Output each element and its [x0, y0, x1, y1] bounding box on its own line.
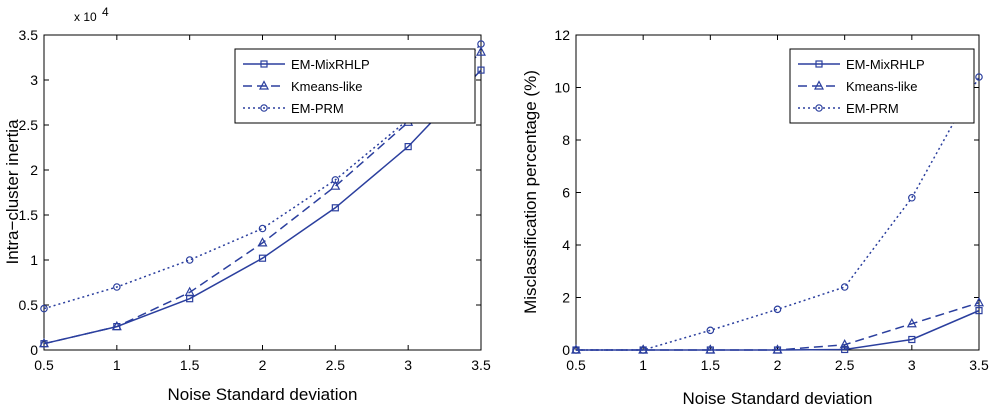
legend: EM-MixRHLP Kmeans-like EM-PRM: [789, 48, 975, 124]
data-point: [331, 204, 339, 212]
series-em-prm: [572, 73, 983, 354]
legend-label: Kmeans-like: [291, 79, 363, 94]
x-axis-label: Noise Standard deviation: [168, 385, 358, 404]
data-point: [330, 180, 341, 190]
data-point: [906, 317, 917, 328]
x-tick-label: 1: [113, 357, 121, 373]
legend-marker: [260, 104, 268, 112]
data-point: [773, 305, 782, 314]
x-tick-label: 2.5: [326, 357, 346, 373]
data-point: [477, 66, 485, 74]
y-tick-label: 1: [30, 252, 38, 268]
x-axis-label: Noise Standard deviation: [683, 389, 873, 408]
x-tick-label: 2: [259, 357, 267, 373]
y-axis-label: Misclassification percentage (%): [521, 70, 540, 314]
series-line: [576, 76, 980, 351]
y-tick-label: 0: [562, 342, 570, 358]
data-point: [572, 346, 580, 354]
y-tick-label: 0.5: [19, 297, 39, 313]
data-point: [40, 304, 48, 313]
data-point: [975, 307, 983, 315]
y-tick-label: 2: [562, 290, 570, 306]
y-tick-label: 2.5: [19, 117, 39, 133]
data-point: [974, 296, 984, 307]
legend-label: EM-MixRHLP: [846, 57, 925, 72]
y-tick-label: 2: [30, 162, 38, 178]
y-tick-label: 10: [554, 80, 570, 96]
x-tick-label: 1.5: [701, 357, 721, 373]
legend-label: EM-MixRHLP: [291, 57, 370, 72]
data-point: [975, 73, 983, 81]
legend: EM-MixRHLP Kmeans-like EM-PRM: [234, 48, 476, 124]
legend-label: EM-PRM: [291, 101, 344, 116]
chart-2: 0.5 1 1.5 2 2.5 3 3.5 0 2 4 6 8 10 12 Noise Standard d…: [521, 27, 989, 408]
x-tick-label: 0.5: [34, 357, 54, 373]
legend-marker: [259, 80, 269, 90]
y-exponent-label: x 10: [74, 10, 97, 24]
data-point: [39, 337, 49, 348]
data-point: [113, 283, 121, 291]
x-tick-label: 2: [774, 357, 782, 373]
y-tick-label: 0: [30, 342, 38, 358]
x-tick-label: 0.5: [566, 357, 586, 373]
y-tick-label: 1.5: [19, 207, 39, 223]
legend-label: EM-PRM: [846, 101, 899, 116]
legend-marker: [814, 80, 824, 90]
chart-1: 0.5 1 1.5 2 2.5 3 3.500.511.522.533.5x 10 4Nois…: [3, 5, 491, 404]
legend-marker: [815, 104, 823, 112]
x-tick-label: 3: [908, 357, 916, 373]
legend-label: Kmeans-like: [846, 79, 918, 94]
y-tick-label: 8: [562, 132, 570, 148]
data-point: [840, 283, 849, 291]
data-point: [841, 345, 849, 354]
x-tick-label: 1: [639, 357, 647, 373]
data-point: [908, 335, 916, 344]
y-tick-label: 6: [562, 185, 570, 201]
data-point: [257, 237, 268, 247]
data-point: [331, 176, 340, 184]
y-exponent-power: 4: [102, 5, 109, 19]
y-tick-label: 3.5: [19, 27, 39, 43]
x-tick-label: 2.5: [835, 357, 855, 373]
data-point: [258, 224, 267, 233]
data-point: [258, 254, 267, 262]
y-tick-label: 3: [30, 72, 38, 88]
y-tick-label: 12: [554, 27, 570, 43]
data-point: [705, 344, 716, 354]
series-line: [43, 51, 482, 345]
legend-marker: [260, 60, 268, 68]
x-tick-label: 3.5: [969, 357, 989, 373]
data-point: [404, 143, 412, 151]
data-point: [706, 326, 715, 335]
series-kmeans-like: [39, 46, 486, 348]
data-point: [184, 286, 195, 296]
data-point: [477, 40, 485, 48]
series-line: [576, 302, 980, 351]
data-point: [185, 256, 194, 264]
data-point: [639, 346, 647, 354]
x-tick-label: 3: [404, 357, 412, 373]
y-axis-label: Intra−cluster inertia: [3, 119, 22, 265]
series-line: [576, 309, 980, 351]
y-tick-label: 4: [562, 237, 570, 253]
legend-marker: [815, 60, 823, 68]
x-tick-label: 1.5: [180, 357, 200, 373]
data-point: [839, 338, 850, 349]
data-point: [476, 46, 486, 56]
x-tick-label: 3.5: [471, 357, 491, 373]
data-point: [908, 193, 916, 202]
data-point: [111, 320, 122, 331]
data-point: [772, 344, 783, 354]
